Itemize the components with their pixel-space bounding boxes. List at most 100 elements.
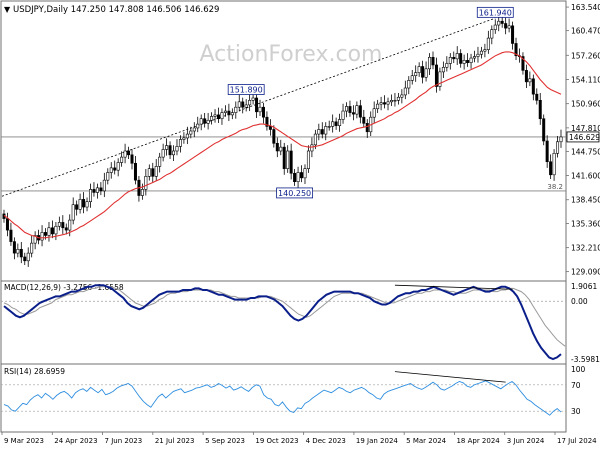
- candle-body: [244, 104, 248, 108]
- candle-body: [64, 227, 68, 231]
- date-tick-label: 18 Apr 2024: [456, 437, 500, 445]
- candle-body: [493, 24, 497, 30]
- candle-body: [216, 114, 220, 120]
- key-level-box: [276, 187, 314, 199]
- candle-body: [130, 154, 134, 164]
- candle-body: [324, 126, 328, 135]
- candle-body: [102, 179, 106, 192]
- candle-body: [351, 112, 355, 115]
- candle-body: [300, 172, 304, 179]
- candle-body: [106, 172, 110, 181]
- candle-body: [531, 78, 535, 95]
- candle-body: [33, 235, 37, 244]
- candle-body: [199, 118, 203, 125]
- candle-body: [542, 118, 546, 142]
- macd-header: MACD(12,26,9) -3.2756 -1.6558: [4, 283, 124, 292]
- macd-tick-label: 1.9061: [571, 282, 597, 291]
- candle-body: [279, 146, 283, 152]
- symbol-ohlc-line: USDJPY,Daily 147.250 147.808 146.506 146…: [13, 5, 219, 15]
- fib-level-label: 38.2: [547, 183, 563, 191]
- candle-body: [5, 218, 9, 231]
- candle-body: [203, 118, 207, 124]
- date-tick-label: 24 Apr 2023: [54, 437, 97, 445]
- candle-body: [445, 63, 449, 68]
- candle-body: [504, 23, 508, 29]
- price-tick-label: 150.960: [571, 100, 600, 109]
- macd-line: [3, 284, 562, 361]
- date-tick-label: 17 Jul 2024: [557, 437, 597, 445]
- candle-body: [486, 37, 490, 50]
- candle-body: [500, 20, 504, 24]
- candle-body: [258, 106, 262, 113]
- candle-body: [85, 201, 89, 208]
- collapse-triangle-icon[interactable]: ▼: [4, 5, 11, 14]
- candle-body: [348, 106, 352, 113]
- macd-tick-label: -3.5981: [571, 355, 600, 364]
- rsi-plot-layer: RSI(14) 28.6959: [1, 367, 566, 416]
- candle-body: [151, 168, 155, 177]
- price-tick-label: 132.210: [571, 244, 600, 253]
- candle-body: [358, 105, 362, 118]
- candle-body: [462, 60, 466, 64]
- candle-body: [189, 130, 193, 135]
- macd-signal-line: [3, 286, 566, 347]
- candle-body: [286, 150, 290, 169]
- candle-body: [483, 49, 487, 52]
- date-tick-label: 5 Sep 2023: [205, 437, 245, 445]
- price-tick-label: 135.360: [571, 219, 600, 228]
- candle-body: [306, 150, 310, 169]
- rsi-tick-label: 70: [571, 381, 581, 390]
- candle-body: [172, 150, 176, 156]
- price-tick-label: 157.260: [571, 51, 600, 60]
- candle-body: [140, 189, 144, 196]
- date-tick-label: 19 Oct 2023: [255, 437, 298, 445]
- price-tick-label: 141.600: [571, 172, 600, 181]
- candle-body: [178, 139, 182, 147]
- candle-body: [455, 53, 459, 60]
- candle-body: [251, 97, 255, 101]
- candle-body: [272, 129, 276, 144]
- current-price-label: 146.629: [569, 133, 600, 142]
- candle-body: [88, 189, 92, 202]
- candle-body: [393, 99, 397, 102]
- candle-body: [78, 199, 82, 210]
- price-tick-label: 160.470: [571, 27, 600, 36]
- candle-body: [414, 72, 418, 77]
- candle-body: [220, 112, 224, 120]
- candle-body: [127, 150, 131, 156]
- date-tick-label: 21 Jul 2023: [155, 437, 195, 445]
- rsi-panel-frame: [0, 363, 567, 433]
- candle-body: [289, 150, 293, 174]
- candle-body: [303, 168, 307, 179]
- candle-body: [158, 156, 162, 167]
- candle-body: [552, 152, 556, 176]
- candle-body: [12, 241, 16, 254]
- candle-body: [538, 99, 542, 120]
- candle-body: [424, 68, 428, 78]
- candle-body: [441, 66, 445, 73]
- candle-body: [476, 53, 480, 57]
- candle-body: [365, 123, 369, 133]
- candle-body: [317, 129, 321, 135]
- candle-body: [334, 121, 338, 126]
- candle-body: [123, 150, 127, 158]
- candle-body: [113, 167, 117, 171]
- moving-average-line: [3, 51, 562, 239]
- candle-body: [75, 204, 79, 210]
- candle-body: [327, 126, 331, 128]
- trendline: [1, 17, 496, 197]
- key-level-box: [476, 6, 514, 18]
- candle-body: [407, 80, 411, 89]
- candle-body: [268, 126, 272, 130]
- candle-body: [338, 119, 342, 126]
- candle-body: [50, 227, 54, 235]
- date-tick-label: 19 Jan 2024: [356, 437, 399, 445]
- candle-body: [473, 56, 477, 59]
- price-tick-label: 138.450: [571, 196, 600, 205]
- candle-body: [355, 105, 359, 115]
- candle-body: [109, 167, 113, 173]
- current-price-tag: [566, 131, 600, 143]
- date-tick-label: 9 Mar 2023: [4, 437, 44, 445]
- candle-body: [95, 187, 99, 193]
- candle-body: [528, 78, 532, 83]
